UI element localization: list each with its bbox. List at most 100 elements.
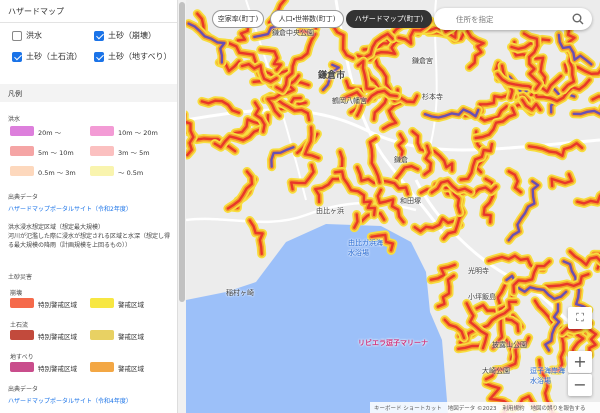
special-zone bbox=[443, 318, 466, 340]
footer-link[interactable]: キーボード ショートカット bbox=[374, 405, 442, 412]
legend-label: 20m ～ bbox=[38, 129, 62, 137]
legend-swatch bbox=[10, 146, 34, 156]
road bbox=[186, 108, 600, 152]
map-label: 大崎公園 bbox=[482, 367, 510, 375]
layer-checkbox[interactable]: 洪水 bbox=[12, 31, 92, 41]
special-zone bbox=[538, 358, 555, 413]
layer-checkbox[interactable]: 土砂（土石流） bbox=[12, 52, 92, 62]
legend-label: 5m ～ 10m bbox=[38, 149, 74, 157]
special-zone bbox=[591, 95, 600, 101]
sediment-title: 土砂災害 bbox=[8, 274, 33, 281]
checkbox[interactable] bbox=[94, 52, 104, 62]
special-zone bbox=[527, 142, 584, 157]
legend-label: 3m ～ 5m bbox=[118, 149, 150, 157]
legend-swatch bbox=[90, 146, 114, 156]
special-zone bbox=[303, 126, 320, 160]
tab[interactable]: 人口・世帯数(町丁) bbox=[270, 10, 344, 28]
sea bbox=[186, 224, 448, 413]
legend-label: 警戒区域 bbox=[118, 365, 144, 373]
search-placeholder: 住所を指定 bbox=[456, 15, 494, 24]
special-zone bbox=[484, 336, 530, 381]
special-zone bbox=[557, 33, 593, 66]
special-zone bbox=[572, 109, 600, 116]
special-zone bbox=[368, 38, 404, 61]
tab[interactable]: 空家率(町丁) bbox=[212, 10, 264, 28]
special-zone bbox=[253, 25, 279, 39]
warning-zone bbox=[225, 168, 255, 212]
map-label: 由比ヶ浜 bbox=[316, 207, 344, 215]
checkbox[interactable] bbox=[12, 52, 22, 62]
special-zone bbox=[544, 303, 561, 352]
legend-label: ～ 0.5m bbox=[118, 169, 144, 177]
special-zone bbox=[200, 99, 241, 114]
special-zone bbox=[466, 30, 485, 69]
map-label: 披露山公園 bbox=[492, 341, 527, 349]
footer-link[interactable]: 地図データ ©2023 bbox=[447, 405, 497, 412]
special-zone bbox=[568, 250, 600, 266]
layer-label[interactable]: 土砂（地すべり） bbox=[108, 52, 172, 61]
checkbox[interactable] bbox=[94, 31, 104, 41]
legend-label: 特別警戒区域 bbox=[38, 365, 77, 373]
special-zone bbox=[576, 194, 600, 205]
layer-checkbox[interactable]: 土砂（崩壊） bbox=[94, 31, 174, 41]
tab[interactable]: ハザードマップ(町丁) bbox=[346, 10, 432, 28]
special-zone bbox=[226, 170, 254, 210]
special-zone bbox=[321, 63, 340, 92]
special-zone bbox=[423, 108, 480, 119]
special-zone bbox=[270, 146, 295, 168]
special-zone bbox=[186, 120, 195, 157]
source-link[interactable]: ハザードマップポータルサイト（令和2年度） bbox=[8, 206, 132, 213]
legend-label: 0.5m ～ 3m bbox=[38, 169, 76, 177]
layer-label[interactable]: 土砂（土石流） bbox=[26, 52, 82, 61]
source-link[interactable]: ハザードマップポータルサイト（令和4年度） bbox=[8, 398, 132, 405]
legend-label: 警戒区域 bbox=[118, 301, 144, 309]
legend-label: 特別警戒区域 bbox=[38, 333, 77, 341]
search-icon[interactable] bbox=[572, 13, 584, 25]
special-zone bbox=[368, 137, 381, 184]
map-label: 逗子海岸海水浴場 bbox=[530, 367, 565, 385]
map[interactable]: 鎌倉市 鎌倉中央公園 鶴岡八幡宮 鎌倉宮 杉本寺 鎌倉 和田塚 由比ヶ浜 由比ガ浜海水浴場 稲村ヶ… bbox=[186, 0, 600, 413]
source-title: 出典データ bbox=[8, 386, 39, 393]
map-label: 鎌倉中央公園 bbox=[272, 29, 314, 37]
divider bbox=[0, 22, 177, 23]
layer-label[interactable]: 土砂（崩壊） bbox=[108, 31, 156, 40]
special-zone bbox=[429, 263, 456, 281]
special-zone bbox=[343, 89, 398, 103]
footer-link[interactable]: 地図の誤りを報告する bbox=[530, 405, 586, 412]
special-zone bbox=[376, 188, 405, 224]
special-zone bbox=[465, 302, 489, 350]
fullscreen-button[interactable]: ⛶ bbox=[568, 307, 592, 329]
special-zone bbox=[512, 260, 551, 294]
layer-checkbox[interactable]: 土砂（地すべり） bbox=[94, 52, 174, 62]
scrollbar[interactable] bbox=[178, 0, 186, 413]
legend-swatch bbox=[10, 362, 34, 372]
zoom-in[interactable]: + bbox=[568, 351, 592, 373]
special-zone bbox=[248, 219, 264, 256]
special-zone bbox=[334, 170, 377, 217]
map-label: 杉本寺 bbox=[422, 93, 443, 101]
legend-label: 10m ～ 20m bbox=[118, 129, 158, 137]
map-label: 由比ガ浜海水浴場 bbox=[348, 239, 383, 257]
map-label: 小坪飯島 bbox=[468, 293, 496, 301]
zoom-out[interactable]: − bbox=[568, 374, 592, 396]
special-zone bbox=[459, 142, 494, 181]
special-zone bbox=[492, 305, 508, 350]
legend-swatch bbox=[90, 166, 114, 176]
legend-swatch bbox=[90, 330, 114, 340]
group-name: 土石流 bbox=[10, 322, 29, 329]
map-label: 鎌倉 bbox=[394, 156, 408, 164]
legend-swatch bbox=[10, 126, 34, 136]
checkbox[interactable] bbox=[12, 31, 22, 41]
search-box[interactable]: 住所を指定 bbox=[434, 8, 592, 30]
map-label: 光明寺 bbox=[468, 267, 489, 275]
footer-link[interactable]: 利用規約 bbox=[502, 405, 525, 412]
source-title: 出典データ bbox=[8, 194, 39, 201]
layer-label[interactable]: 洪水 bbox=[26, 31, 42, 40]
legend-swatch bbox=[10, 298, 34, 308]
scroll-thumb[interactable] bbox=[179, 2, 185, 302]
group-name: 崩壊 bbox=[10, 290, 23, 297]
special-zone bbox=[413, 217, 462, 233]
special-zone bbox=[510, 38, 551, 51]
special-zone bbox=[213, 127, 262, 149]
